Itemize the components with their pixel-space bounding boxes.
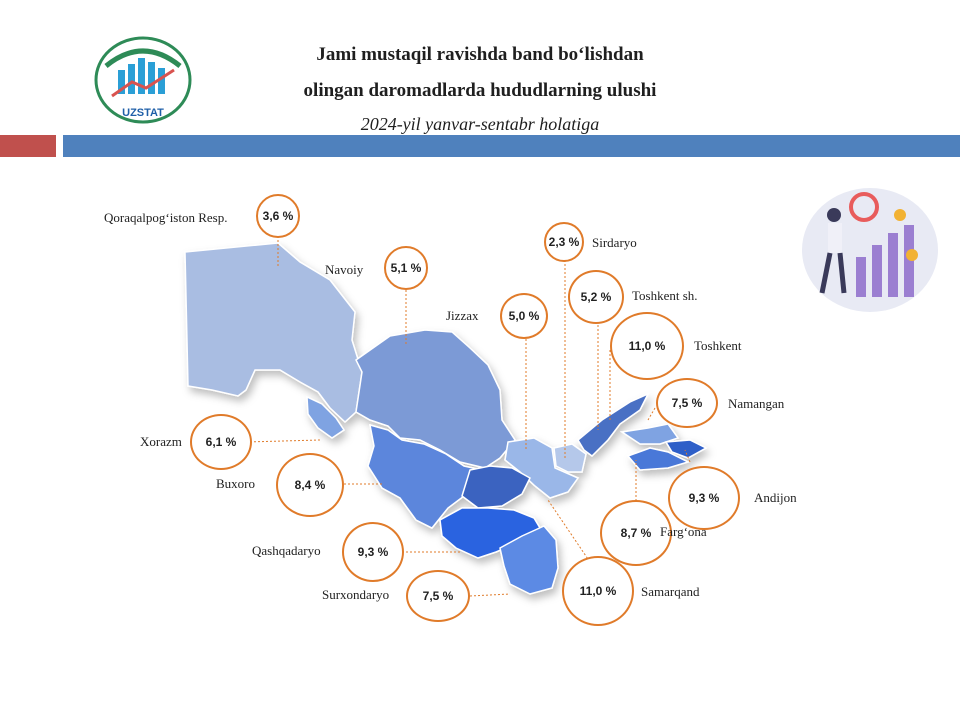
region-pct-samarqand: 11,0 % [562, 556, 634, 626]
title-line-2: olingan daromadlarda hududlarning ulushi [303, 80, 657, 101]
region-pct-fargona: 8,7 % [600, 500, 672, 566]
region-label-navoiy: Navoiy [325, 262, 364, 277]
region-pct-toshkent-sh: 5,2 % [568, 270, 624, 324]
region-label-qoraqalpogiston: Qoraqalpog‘iston Resp. [104, 210, 228, 225]
region-label-toshkent-sh: Toshkent sh. [632, 288, 698, 303]
region-pct-andijon: 9,3 % [668, 466, 740, 530]
svg-text:UZSTAT: UZSTAT [122, 107, 164, 119]
region-label-xorazm: Xorazm [140, 434, 182, 449]
region-xorazm [306, 395, 346, 439]
title-line-1: Jami mustaqil ravishda band bo‘lishdan [316, 44, 644, 65]
leader-lines [245, 236, 691, 597]
region-surxondaryo [499, 525, 559, 595]
region-pct-buxoro: 8,4 % [276, 453, 344, 517]
region-fargona [626, 447, 691, 471]
header-bar-blue [63, 135, 960, 157]
region-sirdaryo [553, 443, 587, 473]
region-label-qashqadaryo: Qashqadaryo [252, 543, 321, 558]
region-pct-qoraqalpogiston: 3,6 % [256, 194, 300, 238]
region-pct-toshkent: 11,0 % [610, 312, 684, 380]
region-pct-navoiy: 5,1 % [384, 246, 428, 290]
region-toshkent [577, 392, 650, 457]
region-label-samarqand: Samarqand [641, 584, 700, 599]
region-label-sirdaryo: Sirdaryo [592, 235, 637, 250]
region-jizzax [504, 437, 580, 499]
region-andijon [664, 439, 708, 459]
region-label-jizzax: Jizzax [446, 308, 479, 323]
region-namangan [619, 423, 680, 445]
region-label-toshkent: Toshkent [694, 338, 742, 353]
region-pct-jizzax: 5,0 % [500, 293, 548, 339]
header-bar-red [0, 135, 56, 157]
region-pct-xorazm: 6,1 % [190, 414, 252, 470]
region-buxoro [367, 423, 484, 529]
region-pct-qashqadaryo: 9,3 % [342, 522, 404, 582]
region-pct-surxondaryo: 7,5 % [406, 570, 470, 622]
region-samarqand [461, 465, 531, 509]
region-navoiy [355, 329, 516, 469]
region-qoraqalpogiston [184, 242, 363, 424]
analyst-illustration [802, 188, 938, 312]
subtitle: 2024-yil yanvar-sentabr holatiga [360, 114, 600, 134]
region-label-buxoro: Buxoro [216, 476, 255, 491]
region-label-fargona: Farg‘ona [660, 524, 707, 539]
region-pct-namangan: 7,5 % [656, 378, 718, 428]
region-label-andijon: Andijon [754, 490, 797, 505]
region-label-surxondaryo: Surxondaryo [322, 587, 390, 602]
region-pct-sirdaryo: 2,3 % [544, 222, 584, 262]
region-label-namangan: Namangan [728, 396, 785, 411]
uzstat-logo: UZSTAT [94, 36, 192, 124]
